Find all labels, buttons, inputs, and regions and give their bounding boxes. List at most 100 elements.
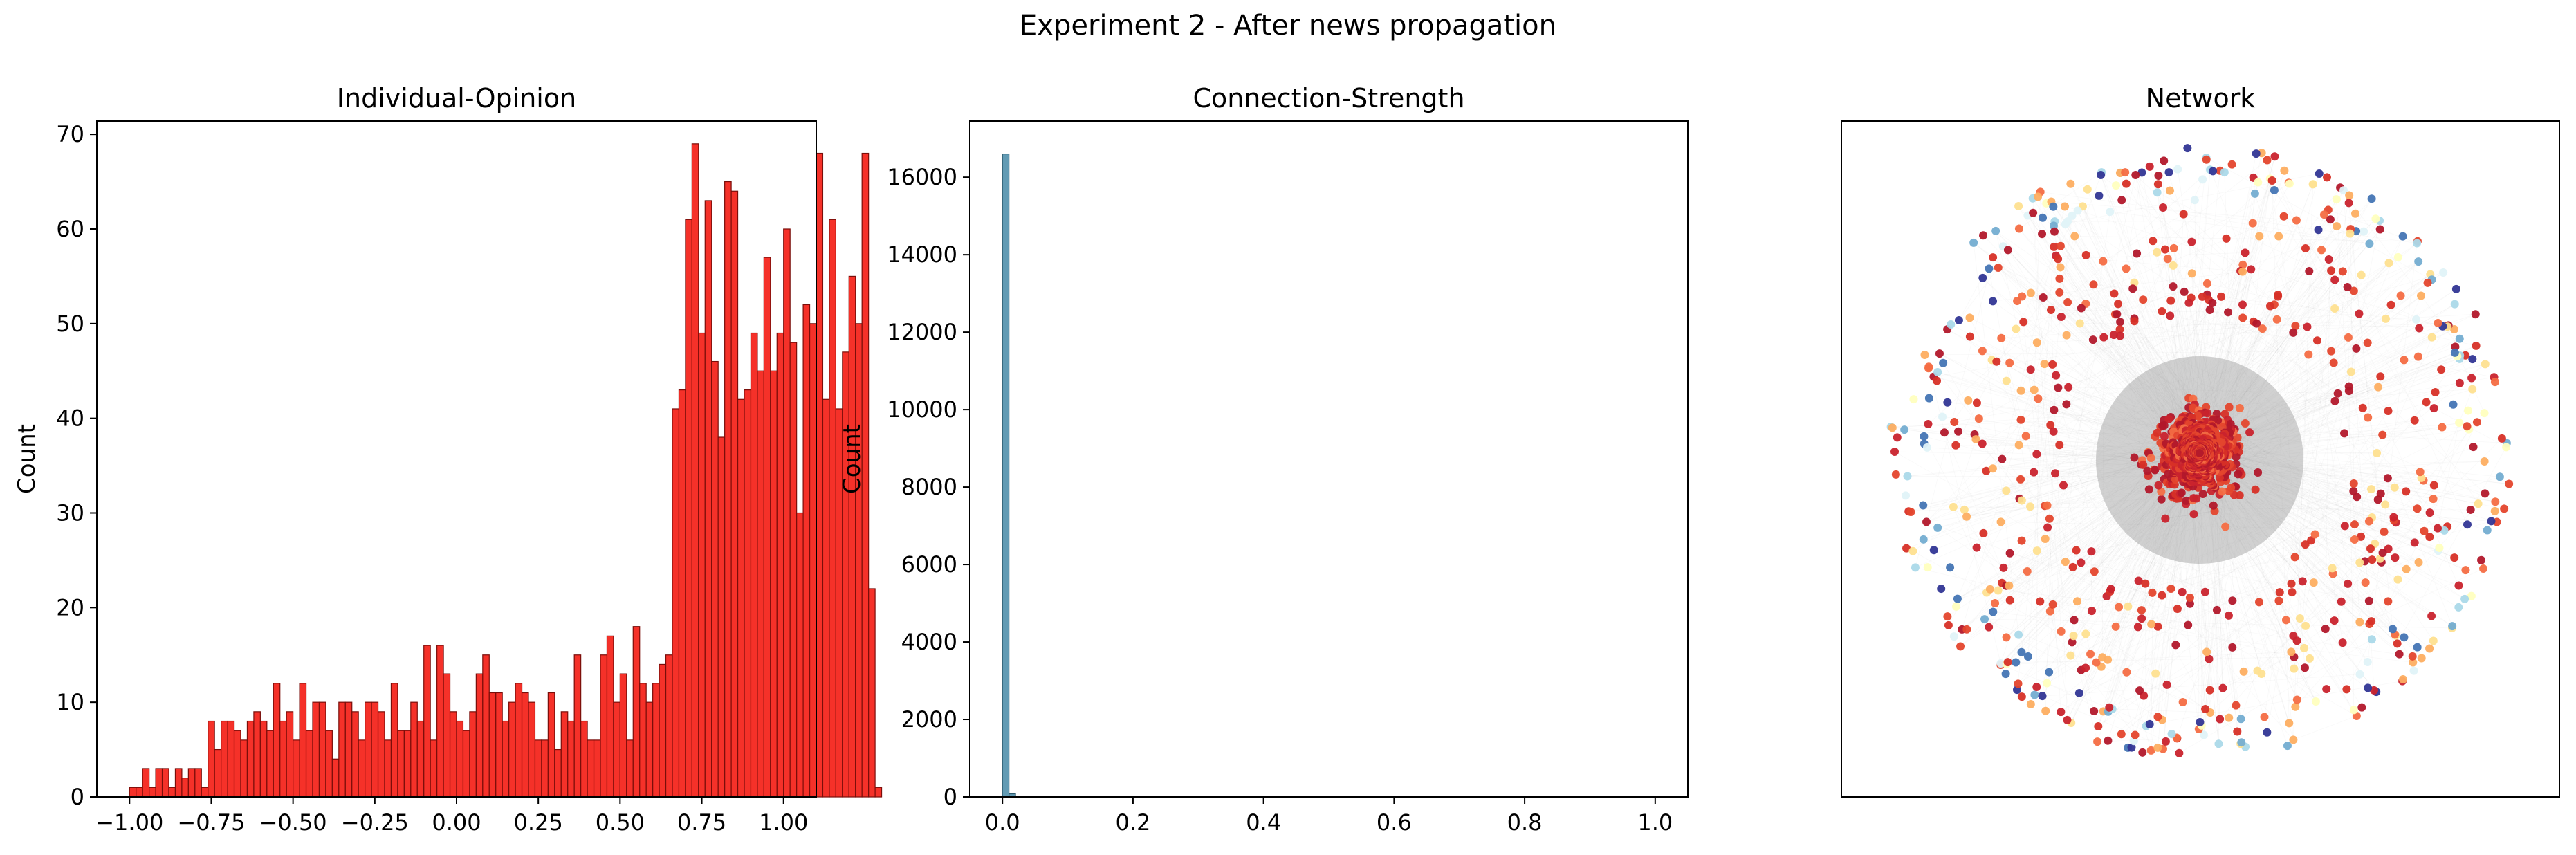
network-node [2340,429,2349,438]
network-node [2021,432,2030,441]
histogram-bar [305,730,313,798]
network-edge [2209,670,2258,690]
network-node [1960,505,1969,514]
network-edge [2016,656,2294,663]
network-edge [2015,457,2184,663]
network-node [2205,686,2214,695]
network-node [2373,448,2382,457]
histogram-bar [331,758,340,798]
network-node [2232,701,2241,710]
network-node [2127,743,2136,752]
network-node [2054,255,2063,264]
network-edge [2201,229,2381,454]
network-edge [2151,469,2155,751]
network-edge [1926,407,2189,522]
network-edge [2087,189,2172,450]
network-node [1937,585,1946,594]
network-node [2122,264,2131,273]
network-node [2255,232,2264,241]
network-node [1985,264,1994,273]
network-node [2298,577,2307,586]
network-node [2359,227,2368,236]
network-edge [2030,293,2496,502]
network-node [2345,191,2354,200]
network-edge [2021,174,2101,391]
network-node [2414,257,2423,266]
network-edge [1989,268,2072,724]
network-node [2344,199,2353,208]
histogram-bar [606,635,614,798]
network-node [2270,185,2279,194]
network-edge [1958,267,1999,321]
network-node [2239,667,2248,676]
network-node [1902,544,1911,553]
network-edge [1992,436,2187,469]
network-node [2338,638,2347,647]
network-node [2224,611,2233,620]
network-edge [2266,231,2357,733]
network-edge [2042,212,2110,697]
network-edge [2081,308,2193,445]
network-edge [2144,583,2146,726]
network-node [2005,596,2014,605]
network-edge [2173,446,2265,717]
network-node [2202,155,2211,164]
network-node [2364,517,2373,526]
network-node [2425,533,2434,542]
network-node [2164,414,2173,423]
network-edge [1966,309,2210,630]
network-node [2272,315,2281,324]
network-edge [2297,438,2503,641]
network-node [2429,495,2438,504]
network-node [2043,501,2052,510]
network-node [2491,497,2500,506]
network-node [2367,194,2376,203]
network-edge [1995,230,2091,654]
network-edge [2200,422,2465,600]
network-edge [2190,243,2370,443]
x-tick-label: 0.6 [1377,809,1412,836]
network-node [2363,657,2372,666]
network-node [2255,598,2264,607]
network-node [2338,267,2347,276]
network-node [2128,284,2137,293]
network-node [2291,702,2300,711]
network-node [2355,309,2364,318]
network-node [2016,475,2025,484]
network-node [2323,173,2332,182]
network-node [2029,208,2038,217]
network-edge [1953,506,2135,735]
network-node [2184,298,2193,307]
network-node [2153,622,2162,631]
histogram-bar [456,720,464,798]
network-node [2147,620,2156,629]
network-edge [2347,287,2355,710]
network-node [2431,388,2440,397]
network-node [2162,680,2171,689]
network-edge [2032,198,2201,453]
network-node [1902,491,1911,500]
network-node [2130,453,2139,462]
network-edge [2000,459,2199,664]
network-node [2014,202,2023,211]
network-node [2069,632,2078,641]
network-node [2110,289,2119,298]
network-edge [2209,480,2220,719]
network-node [2038,230,2047,239]
network-node [2363,338,2372,347]
network-node [2169,282,2178,291]
histogram-bar [645,701,654,798]
histogram-bar [796,512,804,798]
network-edge [2018,376,2381,636]
network-edge [2039,174,2136,602]
network-edge [1957,452,2198,600]
network-node [2381,314,2390,323]
histogram-bar [711,360,719,798]
network-node [2016,386,2025,395]
network-node [2180,287,2189,296]
network-edge [2006,262,2389,491]
network-node [2039,213,2048,222]
network-node [2025,502,2034,511]
network-node [2402,487,2411,496]
network-node [2070,616,2079,625]
